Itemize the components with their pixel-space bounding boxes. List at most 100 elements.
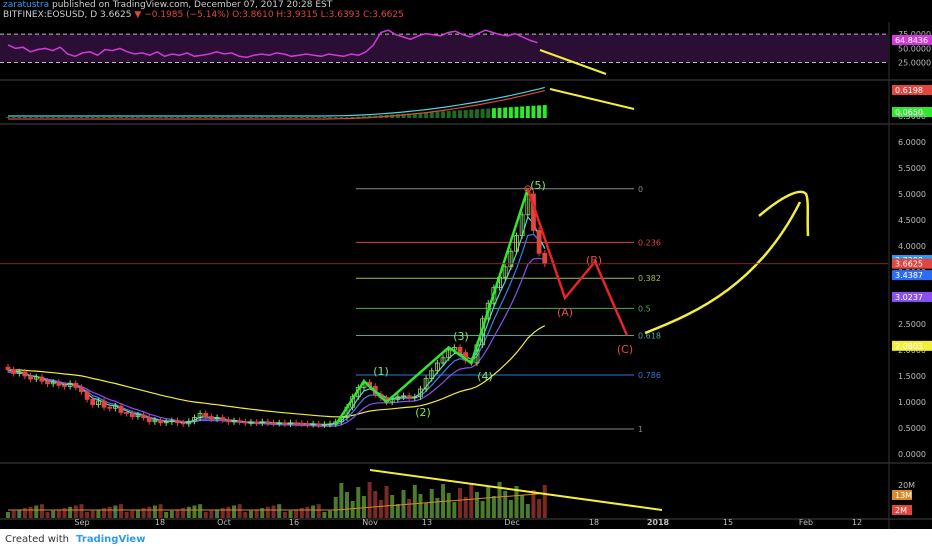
candle-body <box>491 287 497 304</box>
rsi-divergence-line <box>539 49 607 75</box>
candle-body <box>254 421 260 424</box>
chart-canvas[interactable]: 75.0000 50.0000 25.0000 64.8436 0.6198 0.0650… <box>0 22 932 529</box>
macd-histogram-bar <box>469 109 474 118</box>
volume-bar <box>181 508 186 518</box>
candle-body <box>16 371 22 374</box>
volume-bar <box>119 504 123 518</box>
volume-bar <box>463 497 468 518</box>
volume-bar <box>542 485 547 518</box>
macd-histogram-bar <box>28 117 33 118</box>
last-price: 3.6625 <box>100 10 132 20</box>
correction-wave-label: (C) <box>617 343 633 356</box>
volume-bar <box>85 512 90 518</box>
macd-value-label: 0.0650 <box>895 108 923 117</box>
volume-bar <box>333 497 338 518</box>
volume-bar <box>22 508 27 518</box>
impulse-wave-label: (2) <box>415 406 431 419</box>
macd-histogram-bar <box>209 117 214 118</box>
volume-bar <box>491 496 496 518</box>
volume-bar <box>56 509 61 518</box>
volume-bar <box>271 505 276 518</box>
volume-bar <box>107 506 112 518</box>
candle-body <box>327 423 333 426</box>
time-axis-label: Oct <box>217 518 231 527</box>
candle-body <box>288 422 293 425</box>
down-arrow-icon: ▼ <box>134 10 142 20</box>
time-axis-label: 18 <box>589 518 599 527</box>
created-with-label: Created with <box>5 534 69 545</box>
candle-body <box>305 423 310 426</box>
price-axis-label: 5.0000 <box>898 190 926 199</box>
volume-bar <box>147 506 152 518</box>
ema-fastest-line <box>7 215 546 425</box>
ohlc-values: O:3.8610 H:3.9315 L:3.6393 C:3.6625 <box>232 10 404 20</box>
price-tag-label: 3.4387 <box>895 271 923 280</box>
candle-body <box>197 413 203 419</box>
price-axis-label: 1.5000 <box>898 372 926 381</box>
candle-body <box>84 391 90 400</box>
fib-level-label: 0.5 <box>638 304 651 313</box>
macd-histogram-bar <box>339 117 344 118</box>
macd-histogram-bar <box>446 111 451 118</box>
volume-bar <box>198 504 203 518</box>
volume-bar <box>51 510 56 518</box>
volume-bar <box>113 505 118 518</box>
macd-histogram-bar <box>401 113 406 118</box>
price-tag-label: 3.6625 <box>895 260 923 269</box>
ma-slow-line <box>7 325 546 418</box>
macd-histogram-bar <box>508 107 513 118</box>
candle-body <box>502 266 508 278</box>
macd-histogram-bar <box>254 117 259 118</box>
macd-line <box>8 86 545 117</box>
candle-body <box>39 376 45 382</box>
macd-histogram-bar <box>418 112 423 118</box>
macd-histogram-bar <box>232 117 236 118</box>
macd-histogram-bar <box>435 111 440 118</box>
author-name[interactable]: zaratustra <box>3 0 50 10</box>
macd-histogram-bar <box>215 117 220 118</box>
footer-bar: Created with TradingView <box>0 529 932 550</box>
candle-body <box>158 419 163 424</box>
volume-bar <box>401 490 406 518</box>
candle-body <box>175 420 180 424</box>
fib-level-label: 1 <box>638 425 643 434</box>
macd-histogram-bar <box>350 116 355 118</box>
correction-wave-label: (B) <box>586 254 602 267</box>
volume-bar <box>282 512 287 518</box>
volume-bar <box>220 508 225 518</box>
rsi-value-label: 64.8436 <box>895 36 928 45</box>
time-axis-label: 16 <box>289 518 299 527</box>
time-axis-label: Nov <box>362 518 378 527</box>
volume-bar <box>299 508 304 518</box>
macd-value-label: 0.6198 <box>895 86 923 95</box>
candle-body <box>146 417 152 423</box>
macd-histogram-bar <box>22 117 27 118</box>
volume-bar <box>412 485 417 518</box>
candle-body <box>440 357 446 364</box>
forecast-arrow-head <box>758 190 810 237</box>
volume-bar <box>254 509 259 518</box>
price-tag-label: 3.0237 <box>895 293 923 302</box>
macd-histogram-bar <box>525 106 530 118</box>
volume-bar <box>345 492 349 518</box>
volume-bar <box>28 506 33 518</box>
volume-bar <box>226 506 231 518</box>
candle-body <box>508 250 514 268</box>
correction-wave-line <box>526 188 629 336</box>
candle-body <box>248 421 254 424</box>
candle-body <box>73 382 79 388</box>
tradingview-logo[interactable]: TradingView <box>76 534 146 545</box>
candle-body <box>214 417 220 420</box>
candle-body <box>135 414 141 417</box>
volume-bar <box>418 494 423 518</box>
rsi-axis-label: 25.0000 <box>898 59 931 68</box>
volume-bar <box>215 509 220 518</box>
macd-histogram-bar <box>51 117 56 118</box>
impulse-wave-label: (3) <box>453 330 469 343</box>
macd-value-tag <box>892 85 932 95</box>
candle-body <box>434 362 440 372</box>
volume-bar <box>265 506 270 518</box>
macd-histogram-bar <box>412 113 417 118</box>
publish-line: zaratustra published on TradingView.com,… <box>3 0 932 10</box>
volume-bar <box>73 505 78 518</box>
